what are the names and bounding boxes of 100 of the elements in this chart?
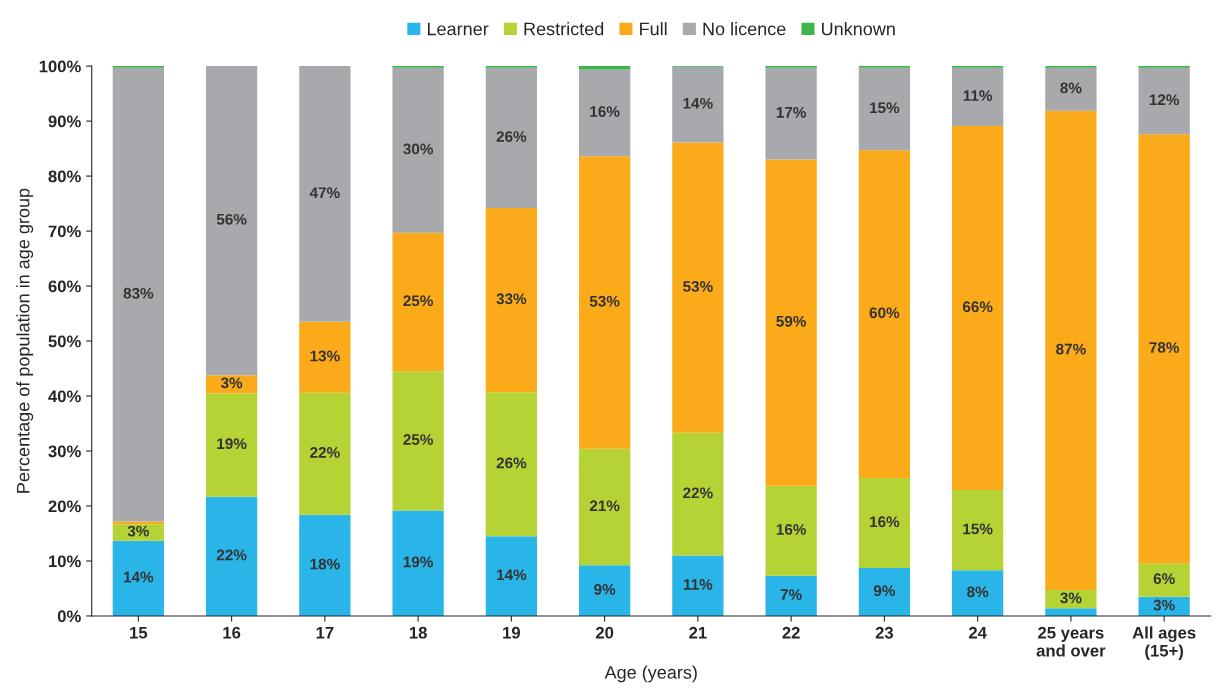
bar — [765, 575, 817, 616]
data-label: 14% — [124, 571, 154, 583]
bar — [1045, 67, 1097, 111]
bar — [392, 232, 444, 372]
data-label: 47% — [309, 187, 340, 199]
data-label: 3% — [1153, 599, 1175, 611]
legend-label: Learner — [427, 22, 489, 36]
data-label: 9% — [594, 583, 616, 595]
data-label: 83% — [123, 287, 154, 299]
y-tick-label: 30% — [48, 445, 81, 458]
bar — [205, 393, 258, 497]
bar — [578, 156, 631, 449]
bar — [392, 67, 444, 233]
data-label: 56% — [216, 213, 247, 225]
data-label: 22% — [683, 487, 713, 499]
data-label: 78% — [1149, 342, 1180, 353]
data-label: 19% — [403, 556, 433, 568]
bar — [578, 69, 631, 157]
data-label: 6% — [1153, 573, 1175, 585]
data-label: 59% — [776, 315, 807, 327]
bar — [485, 536, 538, 616]
bar — [578, 66, 631, 70]
bar — [392, 510, 444, 616]
x-tick-label: 17 — [316, 626, 334, 639]
bar — [672, 555, 724, 616]
bar — [112, 521, 164, 525]
bar — [1045, 110, 1097, 591]
bar — [1045, 590, 1097, 609]
x-tick-label: 22 — [782, 626, 800, 639]
data-label: 21% — [589, 500, 620, 512]
bar — [951, 570, 1004, 616]
data-label: 18% — [310, 558, 340, 570]
x-tick-label: 19 — [503, 626, 521, 639]
x-tick-label: 21 — [689, 626, 707, 639]
y-tick-label: 70% — [48, 225, 81, 238]
bar — [858, 477, 911, 569]
data-label: 8% — [967, 586, 989, 598]
x-tick-label: 20 — [595, 626, 614, 639]
data-label: 26% — [496, 131, 527, 142]
data-label: 3% — [220, 377, 243, 389]
bar — [951, 490, 1004, 571]
bar — [672, 66, 724, 143]
bar — [951, 67, 1004, 127]
bar — [951, 126, 1004, 491]
bar — [765, 67, 817, 160]
x-axis-title: Age (years) — [604, 665, 697, 683]
legend-label: Unknown — [821, 22, 895, 36]
y-tick-label: 60% — [48, 280, 81, 293]
bar — [1138, 134, 1190, 564]
data-label: 11% — [683, 579, 713, 590]
data-label: 25% — [403, 434, 433, 445]
data-label: 22% — [310, 447, 340, 458]
data-label: 16% — [870, 516, 900, 528]
data-label: 30% — [403, 143, 433, 155]
bar — [112, 67, 164, 522]
bar — [1138, 563, 1190, 597]
data-label: 15% — [870, 102, 900, 114]
data-label: 53% — [589, 295, 620, 307]
bar — [112, 524, 164, 541]
bar — [672, 432, 724, 556]
y-tick-label: 80% — [48, 170, 81, 183]
data-label: 17% — [776, 107, 807, 118]
bar — [485, 392, 538, 537]
data-label: 12% — [1149, 94, 1180, 106]
data-label: 13% — [310, 350, 340, 362]
data-label: 3% — [127, 525, 149, 537]
data-label: 22% — [216, 549, 247, 561]
data-label: 26% — [496, 457, 527, 469]
data-label: 25% — [403, 295, 433, 307]
data-label: 7% — [780, 589, 802, 600]
bar — [1138, 67, 1190, 135]
data-label: 11% — [963, 90, 993, 101]
bar — [392, 371, 444, 511]
x-tick-label: 16 — [223, 626, 241, 639]
bar — [299, 321, 351, 393]
data-label: 9% — [873, 585, 896, 597]
y-tick-label: 50% — [48, 335, 81, 348]
data-label: 60% — [869, 307, 900, 319]
x-tick-label: 18 — [409, 626, 427, 639]
bar — [578, 565, 631, 616]
y-tick-label: 20% — [48, 500, 81, 513]
data-label: 19% — [217, 438, 247, 450]
bar — [765, 159, 817, 486]
bar — [765, 485, 817, 576]
bar — [858, 67, 911, 151]
data-label: 66% — [962, 301, 993, 313]
bar — [485, 207, 538, 393]
legend-label: No licence — [703, 22, 786, 36]
bar — [485, 67, 538, 208]
bar — [858, 150, 911, 478]
data-label: 15% — [963, 523, 993, 535]
bar — [858, 568, 911, 616]
x-tick-label: All ages (15+) — [1132, 626, 1196, 660]
y-axis-title: Percentage of population in age group — [16, 188, 34, 493]
data-label: 3% — [1060, 592, 1082, 604]
legend-label: Full — [640, 22, 667, 36]
x-tick-label: 15 — [130, 626, 148, 639]
data-label: 14% — [497, 569, 527, 581]
bar — [578, 448, 631, 566]
bar — [299, 392, 351, 515]
